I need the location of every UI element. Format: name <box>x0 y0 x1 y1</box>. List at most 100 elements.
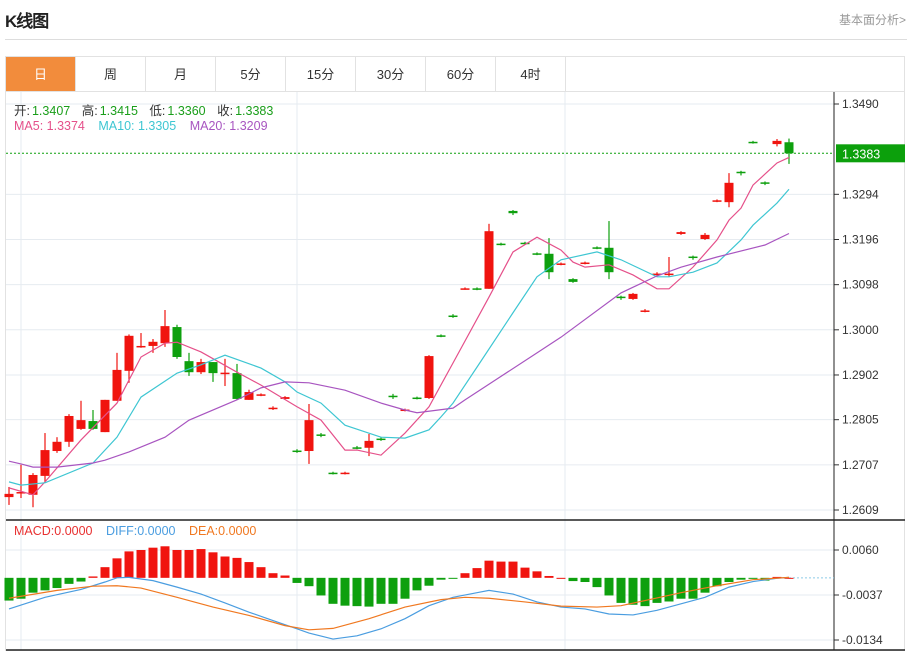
diff-legend-value: DIFF:0.0000 <box>106 524 176 538</box>
dea-line <box>8 576 790 631</box>
tab-5min[interactable]: 5分 <box>216 57 286 92</box>
tab-4hour[interactable]: 4时 <box>496 57 566 92</box>
candle-body <box>664 273 674 276</box>
macd-bar <box>160 546 170 578</box>
candle <box>460 287 470 290</box>
candle-body <box>412 397 422 400</box>
macd-bar <box>268 573 278 578</box>
macd-bar <box>124 551 134 578</box>
fundamental-analysis-link[interactable]: 基本面分析> <box>838 13 906 27</box>
candle <box>616 295 626 300</box>
candle-body <box>352 447 362 449</box>
macd-bar <box>616 577 626 603</box>
tab-15min[interactable]: 15分 <box>286 57 356 92</box>
macd-bar <box>280 575 290 578</box>
candle-body <box>316 434 326 436</box>
candle <box>784 138 794 164</box>
candle <box>160 309 170 347</box>
candle <box>220 358 230 387</box>
candle <box>64 414 74 447</box>
last-price-label: 1.3383 <box>842 147 880 161</box>
high-value: 1.3415 <box>99 104 138 118</box>
high-label: 高: <box>81 104 98 118</box>
macd-bar <box>196 549 206 578</box>
candle-body <box>256 394 266 396</box>
candle <box>556 262 566 266</box>
candle-body <box>364 440 374 448</box>
candle <box>544 238 554 280</box>
macd-legend-value: MACD:0.0000 <box>14 524 93 538</box>
price-tick-label: 1.2707 <box>842 458 879 472</box>
candle-body <box>748 141 758 144</box>
candle <box>232 363 242 400</box>
macd-bar <box>592 577 602 588</box>
candle <box>760 181 770 186</box>
candle-body <box>388 395 398 398</box>
macd-bar <box>208 552 218 578</box>
candle-body <box>508 210 518 214</box>
candle <box>748 140 758 144</box>
macd-bar <box>640 577 650 607</box>
diff-line <box>8 576 790 640</box>
candle-body <box>652 273 662 276</box>
macd-bar <box>112 558 122 578</box>
candle <box>28 473 38 508</box>
macd-bar <box>724 577 734 583</box>
candle <box>352 445 362 450</box>
candle <box>700 233 710 240</box>
candle <box>244 389 254 400</box>
macd-bar <box>532 571 542 578</box>
candle-body <box>568 279 578 282</box>
close-value: 1.3383 <box>235 104 274 118</box>
last-price-badge <box>836 144 905 163</box>
macd-bar <box>400 577 410 599</box>
macd-bar <box>652 577 662 603</box>
price-tick-label: 1.2609 <box>842 503 879 517</box>
macd-tick-label: -0.0134 <box>842 633 883 647</box>
macd-bar <box>4 577 14 601</box>
tab-month[interactable]: 月 <box>146 57 216 92</box>
price-tick-label: 1.3294 <box>842 187 879 201</box>
candle <box>736 170 746 176</box>
candle <box>688 255 698 260</box>
tab-day[interactable]: 日 <box>6 57 76 92</box>
tab-week[interactable]: 周 <box>76 57 146 92</box>
candle-body <box>292 450 302 453</box>
candle-body <box>760 182 770 184</box>
open-value: 1.3407 <box>31 104 71 118</box>
candle <box>484 223 494 289</box>
candle-body <box>220 372 230 375</box>
tab-60min[interactable]: 60分 <box>426 57 496 92</box>
candle <box>76 400 86 430</box>
candle-body <box>196 362 206 373</box>
macd-bar <box>508 561 518 578</box>
macd-bar <box>244 562 254 578</box>
macd-tick-label: 0.0060 <box>842 543 879 557</box>
tab-30min[interactable]: 30分 <box>356 57 426 92</box>
candle <box>316 433 326 438</box>
low-value: 1.3360 <box>167 104 206 118</box>
period-tabs: 日 周 月 5分 15分 30分 60分 4时 <box>5 56 905 92</box>
candle-body <box>280 397 290 399</box>
candle <box>208 362 218 382</box>
macd-bar <box>76 577 86 582</box>
candle-body <box>4 493 14 498</box>
candle <box>196 358 206 375</box>
dea-legend-value: DEA:0.0000 <box>188 524 257 538</box>
candle <box>532 252 542 256</box>
candle <box>652 272 662 276</box>
macd-tick-label: -0.0037 <box>842 588 883 602</box>
price-tick-label: 1.3098 <box>842 278 879 292</box>
ma5-line <box>8 156 790 496</box>
ma20-line <box>8 232 790 468</box>
candle-body <box>244 392 254 400</box>
candle <box>376 437 386 441</box>
macd-bar <box>232 557 242 578</box>
candle-body <box>724 182 734 203</box>
price-tick-label: 1.3490 <box>842 97 879 111</box>
macd-bar <box>568 577 578 582</box>
macd-bar <box>412 577 422 591</box>
candle-body <box>496 243 506 246</box>
macd-bar <box>352 577 362 607</box>
